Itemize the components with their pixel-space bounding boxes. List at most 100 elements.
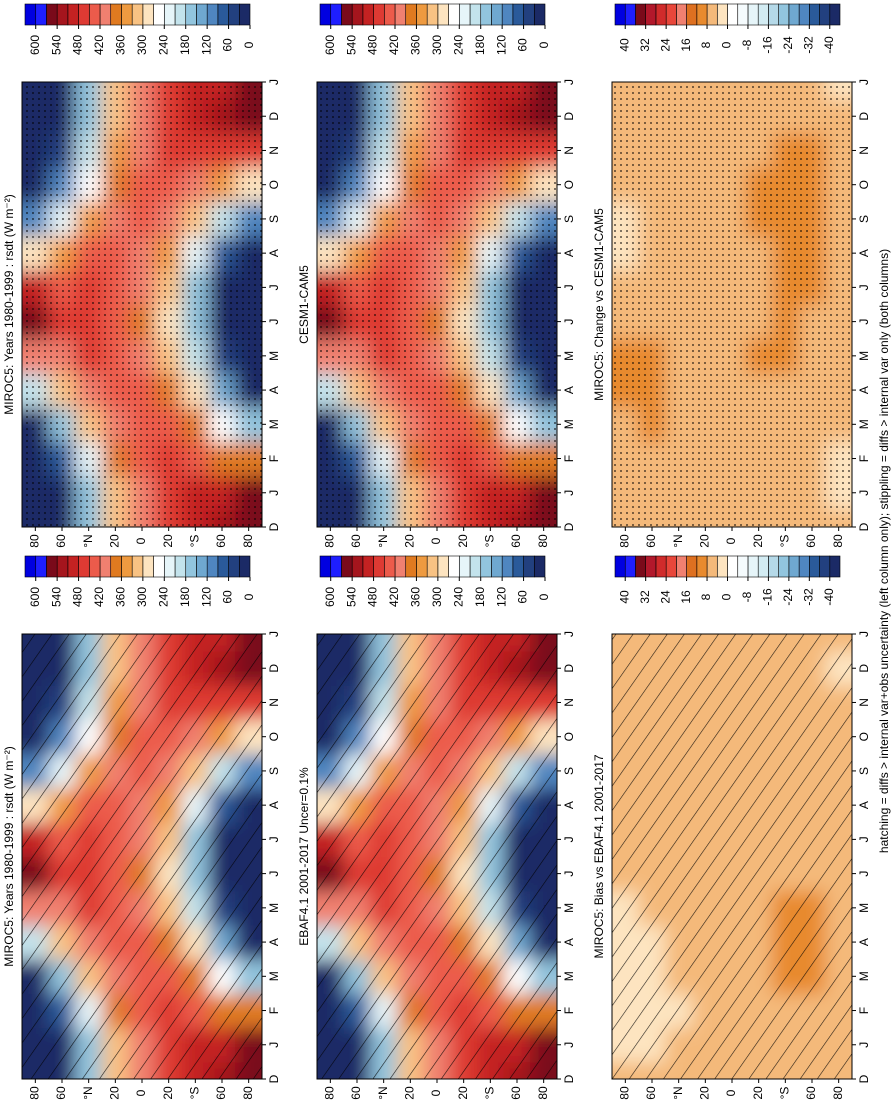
colorbar-box xyxy=(206,555,219,578)
colorbar-box xyxy=(217,3,229,26)
colorbar-label: 32 xyxy=(638,38,652,52)
lat-label: °S xyxy=(483,535,497,548)
colorbar-box xyxy=(829,3,841,26)
colorbar-box xyxy=(228,555,240,578)
month-label: D xyxy=(857,522,871,531)
colorbar-box xyxy=(458,555,471,578)
colorbar-box xyxy=(121,555,133,578)
colorbar-box xyxy=(757,555,769,578)
lat-label: 20 xyxy=(698,534,712,548)
colorbar-label: -40 xyxy=(822,588,836,606)
month-label: D xyxy=(562,112,576,121)
colorbar-box xyxy=(35,555,47,578)
lat-label: 80 xyxy=(618,1086,632,1100)
colorbar-box xyxy=(46,3,58,26)
colorbar-box xyxy=(512,555,524,578)
month-label: S xyxy=(562,767,576,775)
colorbar-box xyxy=(716,3,728,26)
colorbar-box xyxy=(373,3,385,26)
lat-label: 20 xyxy=(108,534,122,548)
colorbar-label: 480 xyxy=(366,35,380,55)
month-label: M xyxy=(267,971,281,981)
hatching-overlay xyxy=(317,634,557,1079)
lat-label: 80 xyxy=(28,534,42,548)
colorbar-label: 540 xyxy=(344,587,358,607)
lat-label: °S xyxy=(483,1087,497,1100)
colorbar-box xyxy=(448,3,460,26)
colorbar-box xyxy=(330,555,342,578)
colorbar-box xyxy=(737,3,749,26)
colorbar-box xyxy=(330,3,342,26)
month-label: J xyxy=(562,631,576,637)
colorbar-label: -32 xyxy=(801,588,815,606)
month-label: D xyxy=(267,522,281,531)
colorbar-box xyxy=(319,555,332,578)
colorbar-box xyxy=(512,3,524,26)
lat-label: °N xyxy=(376,534,390,547)
colorbar-label: 540 xyxy=(49,587,63,607)
lat-label: 20 xyxy=(751,1086,765,1100)
colorbar-box xyxy=(665,555,677,578)
colorbar-box xyxy=(768,3,779,26)
month-label: J xyxy=(267,836,281,842)
colorbar-box xyxy=(373,555,385,578)
colorbar-label: -24 xyxy=(781,36,795,54)
colorbar-label: 24 xyxy=(658,590,672,604)
colorbar-box xyxy=(99,3,112,26)
colorbar-box xyxy=(829,555,841,578)
month-label: N xyxy=(562,146,576,155)
month-label: A xyxy=(857,386,871,394)
colorbar-label: 240 xyxy=(451,587,465,607)
colorbar-label: 600 xyxy=(323,35,337,55)
colorbar-box xyxy=(655,3,667,26)
colorbar-box xyxy=(416,3,428,26)
lat-label: 80 xyxy=(323,1086,337,1100)
colorbar-box xyxy=(416,555,428,578)
month-label: D xyxy=(857,664,871,673)
month-label: J xyxy=(562,871,576,877)
colorbar-label: -16 xyxy=(761,588,775,606)
colorbar-label: -8 xyxy=(740,591,754,602)
month-label: M xyxy=(857,419,871,429)
month-label: A xyxy=(857,801,871,809)
colorbar-box xyxy=(757,3,769,26)
colorbar-box xyxy=(788,555,800,578)
lat-label: 0 xyxy=(724,1089,738,1096)
colorbar-box xyxy=(121,3,133,26)
hatching-overlay xyxy=(22,634,262,1079)
colorbar-box xyxy=(533,555,546,578)
lat-label: 80 xyxy=(831,534,845,548)
colorbar-label: -8 xyxy=(740,39,754,50)
lat-label: 0 xyxy=(134,537,148,544)
lat-label: °N xyxy=(376,1086,390,1099)
lat-label: 0 xyxy=(429,537,443,544)
colorbar-box xyxy=(635,555,646,578)
colorbar-label: 300 xyxy=(135,587,149,607)
field xyxy=(22,634,262,1079)
month-label: D xyxy=(267,112,281,121)
month-label: A xyxy=(267,249,281,257)
colorbar-label: 60 xyxy=(516,38,530,52)
colorbar-box xyxy=(645,3,657,26)
colorbar-box xyxy=(809,555,820,578)
lat-label: 60 xyxy=(349,534,363,548)
month-label: M xyxy=(267,351,281,361)
colorbar-label: 540 xyxy=(49,35,63,55)
lat-label: 60 xyxy=(804,1086,818,1100)
colorbar-box xyxy=(426,555,439,578)
colorbar-label: 420 xyxy=(92,587,106,607)
panel-title: MIROC5: Change vs CESM1-CAM5 xyxy=(592,208,606,401)
field xyxy=(612,634,852,1079)
month-label: J xyxy=(562,490,576,496)
colorbar-box xyxy=(523,555,535,578)
panel-title: MIROC5: Bias vs EBAF4.1 2001-2017 xyxy=(592,754,606,958)
colorbar-box xyxy=(624,555,636,578)
colorbar-label: 180 xyxy=(473,35,487,55)
month-label: S xyxy=(562,215,576,223)
month-label: M xyxy=(267,903,281,913)
month-label: M xyxy=(857,903,871,913)
colorbar-box xyxy=(196,3,208,26)
colorbar-label: 420 xyxy=(92,35,106,55)
